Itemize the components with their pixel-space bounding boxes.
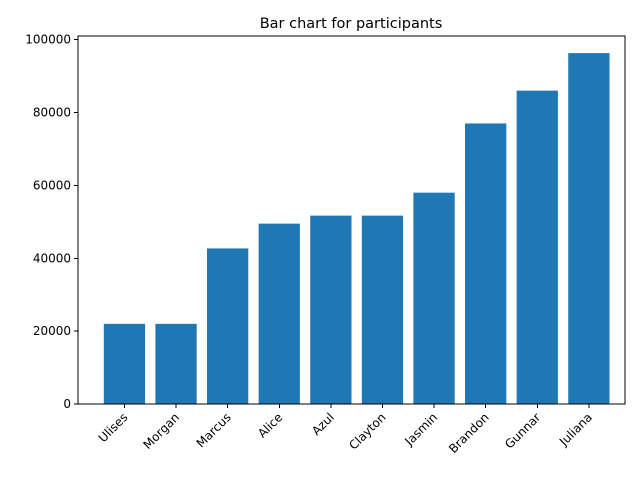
x-tick-label: Jasmin xyxy=(401,410,440,449)
bar-gunnar xyxy=(516,90,558,405)
y-tick-label: 0 xyxy=(63,397,71,411)
x-tick-label: Marcus xyxy=(194,410,234,450)
plot-frame xyxy=(77,35,626,405)
y-tick-label: 60000 xyxy=(33,178,71,192)
bar-brandon xyxy=(465,123,507,404)
y-tick-label: 100000 xyxy=(25,33,71,47)
x-tick-label: Alice xyxy=(255,410,285,440)
x-tick-label: Brandon xyxy=(446,410,492,456)
x-axis: Ulises Morgan Marcus Alice Azul Clayton Jasmin… xyxy=(96,404,595,456)
y-tick-label: 40000 xyxy=(33,251,71,265)
bar-juliana xyxy=(568,53,610,405)
y-tick-label: 20000 xyxy=(33,324,71,338)
bar-jasmin xyxy=(413,192,455,404)
y-tick-label: 80000 xyxy=(33,106,71,120)
bar-marcus xyxy=(207,248,249,404)
bar-alice xyxy=(258,223,300,404)
x-tick-label: Gunnar xyxy=(502,410,543,451)
x-tick-label: Azul xyxy=(309,410,337,438)
bar-ulises xyxy=(103,323,146,404)
bar-azul xyxy=(310,215,352,404)
chart-title: Bar chart for participants xyxy=(260,16,443,32)
x-tick-label: Ulises xyxy=(96,410,131,445)
x-tick-label: Morgan xyxy=(140,410,182,452)
bar-clayton xyxy=(361,215,404,404)
x-tick-label: Clayton xyxy=(346,410,388,452)
bars-group xyxy=(103,53,610,405)
bar-morgan xyxy=(155,323,197,404)
y-axis: 0 20000 40000 60000 80000 100000 xyxy=(25,33,78,411)
x-tick-label: Juliana xyxy=(556,410,595,449)
